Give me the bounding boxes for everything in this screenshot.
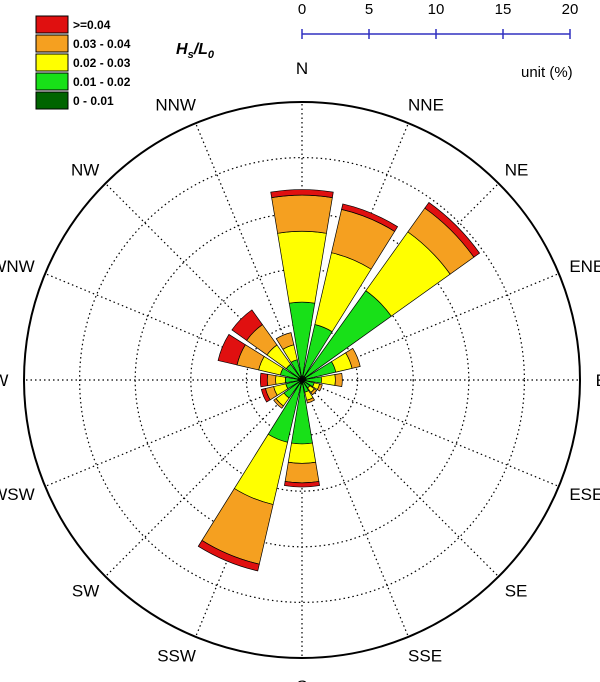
direction-label-ese: ESE xyxy=(569,485,600,504)
petal-n-bin-4 xyxy=(271,194,333,234)
spoke-se xyxy=(301,379,499,577)
scale-tick-label: 5 xyxy=(365,1,373,18)
parameter-label: Hs/L0 xyxy=(176,41,215,61)
direction-labels: N NNE NE ENE E ESE SE SSE S SSW SW WSW W WNW NW NNW xyxy=(0,59,600,682)
legend-swatch-2 xyxy=(35,34,69,53)
param-main: H xyxy=(176,41,188,58)
direction-label-sse: SSE xyxy=(408,646,442,665)
scale-tick-label: 20 xyxy=(562,1,579,18)
petal-wsw-bin-5 xyxy=(260,388,271,403)
direction-label-nnw: NNW xyxy=(155,96,196,115)
outer-circle xyxy=(23,101,581,659)
petal-s-bin-4 xyxy=(284,461,320,484)
direction-label-ssw: SSW xyxy=(157,646,196,665)
legend: >=0.04 0.03 - 0.04 0.02 - 0.03 0.01 - 0.02 0… xyxy=(35,15,131,110)
direction-label-se: SE xyxy=(505,582,528,601)
direction-label-n: N xyxy=(296,59,308,78)
petal-ese-bin-4 xyxy=(316,383,323,392)
direction-label-w: W xyxy=(0,371,8,390)
legend-swatch-3 xyxy=(35,53,69,72)
legend-label-1: >=0.04 xyxy=(73,18,111,32)
petal-ne-bin-5 xyxy=(424,201,481,258)
petal-nne-bin-5 xyxy=(341,203,399,232)
petal-ssw-bin-5 xyxy=(197,539,260,572)
scale-tick-label: 15 xyxy=(495,1,512,18)
legend-label-2: 0.03 - 0.04 xyxy=(73,37,131,51)
petal-e-bin-4 xyxy=(334,372,343,388)
spoke-sw xyxy=(105,379,303,577)
petal-n-bin-3 xyxy=(277,231,327,304)
legend-swatch-4 xyxy=(35,72,69,91)
scale-tick-label: 10 xyxy=(428,1,445,18)
unit-label: unit (%) xyxy=(521,64,573,81)
grid-ring xyxy=(79,157,525,603)
rose-petals xyxy=(197,189,481,572)
petal-s-bin-5 xyxy=(284,481,320,488)
legend-label-5: 0 - 0.01 xyxy=(73,94,114,108)
petal-ene-bin-4 xyxy=(345,347,361,369)
grid-ring xyxy=(134,212,470,548)
spoke-wsw xyxy=(44,379,303,487)
legend-label-4: 0.01 - 0.02 xyxy=(73,75,131,89)
direction-label-e: E xyxy=(596,371,600,390)
petal-nw-bin-5 xyxy=(231,309,263,341)
petal-w-bin-5 xyxy=(259,372,269,388)
petal-sse-bin-4 xyxy=(306,397,315,404)
petal-n-bin-5 xyxy=(270,189,334,199)
spoke-ese xyxy=(301,379,560,487)
param-slash: /L xyxy=(193,41,208,58)
svg-text:Hs/L0: Hs/L0 xyxy=(176,41,215,61)
petal-s-bin-3 xyxy=(287,442,317,464)
petal-se-bin-4 xyxy=(310,388,318,396)
petal-w-bin-3 xyxy=(275,375,286,385)
direction-label-s: S xyxy=(296,677,307,682)
petal-e-bin-3 xyxy=(320,374,336,386)
petal-sw-bin-4 xyxy=(273,398,284,409)
petal-w-bin-4 xyxy=(266,373,277,387)
legend-swatch-1 xyxy=(35,15,69,34)
scale-bar: 0 5 10 15 20 xyxy=(298,1,579,39)
petal-wnw-bin-5 xyxy=(217,333,246,366)
legend-swatch-5 xyxy=(35,91,69,110)
spoke-sse xyxy=(301,379,409,638)
direction-label-nw: NW xyxy=(71,160,99,179)
direction-label-nne: NNE xyxy=(408,96,444,115)
scale-tick-label: 0 xyxy=(298,1,306,18)
direction-label-ne: NE xyxy=(505,160,529,179)
legend-label-3: 0.02 - 0.03 xyxy=(73,56,131,70)
petal-nnw-bin-4 xyxy=(275,332,295,350)
direction-label-sw: SW xyxy=(72,582,99,601)
direction-label-ene: ENE xyxy=(569,257,600,276)
direction-label-wsw: WSW xyxy=(0,485,35,504)
direction-label-wnw: WNW xyxy=(0,257,35,276)
param-sub2: 0 xyxy=(208,49,215,61)
param-sub1: s xyxy=(188,49,194,61)
